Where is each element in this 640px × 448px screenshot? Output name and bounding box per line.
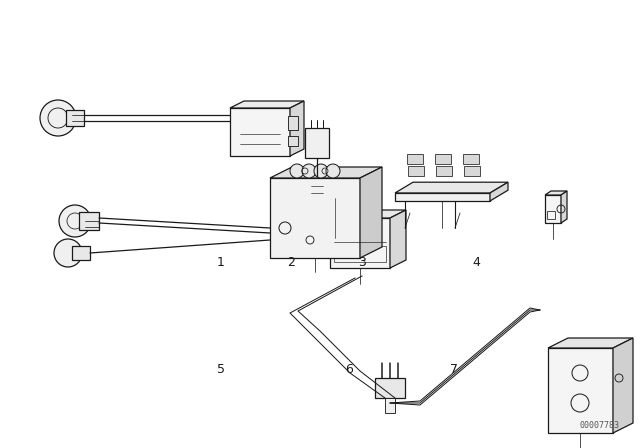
Bar: [305, 128, 329, 158]
Polygon shape: [230, 108, 290, 156]
Text: 00007783: 00007783: [580, 421, 620, 430]
Text: 5: 5: [217, 363, 225, 376]
Bar: [334, 246, 386, 262]
Polygon shape: [463, 154, 479, 164]
Circle shape: [326, 164, 340, 178]
Polygon shape: [435, 154, 451, 164]
Polygon shape: [548, 348, 613, 433]
Bar: [385, 398, 395, 413]
Text: 4: 4: [473, 255, 481, 269]
Polygon shape: [308, 174, 331, 178]
Text: 1: 1: [217, 255, 225, 269]
Circle shape: [54, 239, 82, 267]
Polygon shape: [330, 210, 406, 218]
Polygon shape: [548, 338, 633, 348]
Bar: [395, 193, 490, 201]
Polygon shape: [490, 182, 508, 201]
Polygon shape: [270, 167, 382, 178]
Polygon shape: [613, 338, 633, 433]
Polygon shape: [290, 101, 304, 156]
Polygon shape: [390, 210, 406, 268]
Circle shape: [302, 164, 316, 178]
Text: 3: 3: [358, 255, 365, 269]
Bar: [545, 195, 561, 223]
Polygon shape: [408, 166, 424, 176]
Text: 6: 6: [345, 363, 353, 376]
Polygon shape: [561, 191, 567, 223]
Polygon shape: [436, 166, 452, 176]
Bar: [547, 211, 555, 219]
Text: 7: 7: [451, 363, 458, 376]
Polygon shape: [395, 182, 508, 193]
Bar: [288, 116, 298, 130]
Bar: [308, 178, 326, 200]
Polygon shape: [545, 191, 567, 195]
Polygon shape: [465, 166, 481, 176]
Text: 2: 2: [287, 255, 295, 269]
Circle shape: [314, 164, 328, 178]
Bar: [79, 212, 99, 230]
Polygon shape: [330, 218, 390, 268]
Circle shape: [59, 205, 91, 237]
Bar: [375, 378, 405, 398]
Bar: [288, 136, 298, 146]
Polygon shape: [360, 167, 382, 258]
Polygon shape: [230, 101, 304, 108]
Bar: [72, 246, 90, 260]
Circle shape: [40, 100, 76, 136]
Polygon shape: [407, 154, 423, 164]
Bar: [66, 110, 84, 126]
Circle shape: [290, 164, 304, 178]
Polygon shape: [270, 178, 360, 258]
